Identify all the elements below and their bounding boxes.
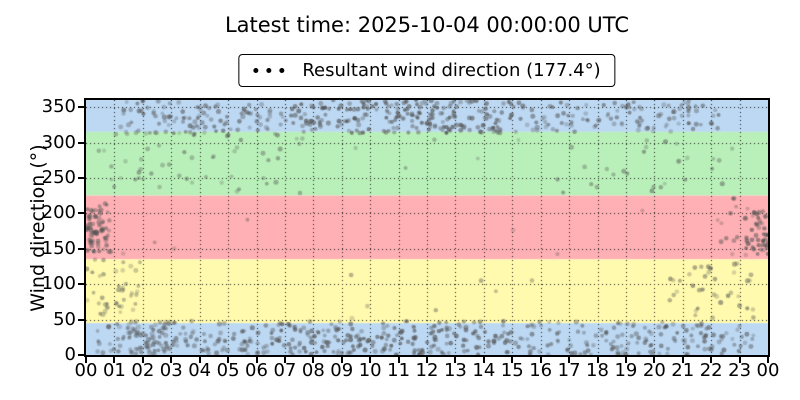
- x-tick-label: 09: [330, 360, 354, 381]
- x-tick-mark: [568, 357, 571, 363]
- x-tick-mark: [397, 357, 400, 363]
- x-tick-mark: [312, 357, 315, 363]
- x-tick-label: 06: [245, 360, 268, 381]
- x-tick-mark: [283, 357, 286, 363]
- x-tick-mark: [767, 357, 769, 363]
- x-tick-label: 12: [415, 360, 439, 381]
- y-tick-mark: [78, 247, 84, 250]
- legend-marker-dots-icon: [253, 68, 285, 73]
- x-tick-label: 00: [756, 360, 780, 381]
- x-tick-mark: [596, 357, 599, 363]
- x-tick-label: 23: [728, 360, 752, 381]
- y-tick-label: 350: [41, 96, 76, 118]
- x-tick-mark: [624, 357, 627, 363]
- x-tick-mark: [170, 357, 173, 363]
- x-tick-label: 00: [74, 360, 98, 381]
- x-tick-mark: [738, 357, 741, 363]
- plot-area: [84, 98, 770, 357]
- x-tick-mark: [227, 357, 230, 363]
- y-tick-mark: [78, 176, 84, 179]
- x-tick-mark: [340, 357, 343, 363]
- x-tick-label: 03: [159, 360, 183, 381]
- y-tick-mark: [78, 141, 84, 144]
- y-tick-label: 200: [41, 202, 76, 224]
- x-tick-mark: [85, 357, 87, 363]
- y-tick-label: 100: [41, 273, 76, 295]
- y-axis-label: Wind direction (°): [27, 144, 49, 312]
- y-tick-mark: [78, 283, 84, 286]
- y-tick-label: 50: [53, 308, 76, 330]
- x-tick-label: 22: [699, 360, 723, 381]
- x-tick-label: 21: [671, 360, 695, 381]
- y-tick-label: 0: [64, 344, 76, 365]
- x-tick-mark: [198, 357, 201, 363]
- x-tick-label: 20: [642, 360, 666, 381]
- x-tick-mark: [539, 357, 542, 363]
- x-tick-label: 17: [557, 360, 581, 381]
- x-tick-mark: [141, 357, 144, 363]
- x-tick-label: 07: [273, 360, 297, 381]
- x-tick-label: 16: [529, 360, 553, 381]
- scatter-plot-canvas: [86, 100, 768, 355]
- x-tick-label: 11: [387, 360, 411, 381]
- x-tick-label: 02: [131, 360, 155, 381]
- x-tick-label: 04: [188, 360, 212, 381]
- x-tick-label: 19: [614, 360, 638, 381]
- x-tick-mark: [511, 357, 514, 363]
- x-tick-label: 18: [586, 360, 609, 381]
- x-tick-label: 01: [102, 360, 126, 381]
- legend-box: Resultant wind direction (177.4°): [238, 54, 616, 87]
- x-tick-mark: [653, 357, 656, 363]
- legend-label: Resultant wind direction (177.4°): [302, 60, 601, 81]
- x-tick-label: 13: [443, 360, 467, 381]
- x-tick-label: 05: [216, 360, 240, 381]
- x-tick-mark: [710, 357, 713, 363]
- y-tick-label: 150: [41, 237, 76, 259]
- y-tick-label: 250: [41, 166, 76, 188]
- x-tick-mark: [426, 357, 428, 363]
- x-tick-mark: [681, 357, 684, 363]
- x-tick-mark: [113, 357, 116, 363]
- y-tick-label: 300: [41, 131, 76, 153]
- y-tick-mark: [78, 212, 84, 215]
- x-tick-label: 08: [301, 360, 325, 381]
- chart-title: Latest time: 2025-10-04 00:00:00 UTC: [224, 13, 630, 37]
- y-tick-mark: [78, 106, 84, 109]
- y-tick-mark: [78, 354, 84, 356]
- x-tick-mark: [369, 357, 372, 363]
- y-tick-mark: [78, 318, 84, 321]
- x-tick-label: 14: [472, 360, 496, 381]
- x-tick-label: 15: [500, 360, 524, 381]
- x-tick-mark: [454, 357, 457, 363]
- x-tick-mark: [255, 357, 258, 363]
- x-tick-mark: [482, 357, 485, 363]
- x-tick-label: 10: [358, 360, 382, 381]
